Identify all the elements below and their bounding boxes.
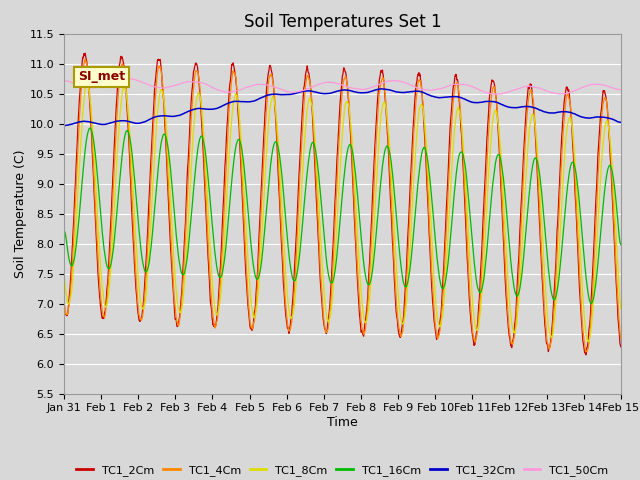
TC1_16Cm (359, 250, 367, 256)
Title: Soil Temperatures Set 1: Soil Temperatures Set 1 (244, 12, 441, 31)
TC1_2Cm (582, 352, 589, 358)
TC1_2Cm (584, 344, 591, 350)
TC1_4Cm (584, 346, 591, 352)
TC1_50Cm (359, 87, 367, 93)
Line: TC1_4Cm: TC1_4Cm (64, 59, 621, 352)
TC1_8Cm (568, 121, 575, 127)
TC1_4Cm (359, 327, 367, 333)
TC1_32Cm (584, 115, 591, 121)
Line: TC1_8Cm: TC1_8Cm (64, 84, 621, 342)
TC1_8Cm (585, 339, 593, 345)
TC1_16Cm (60, 228, 68, 233)
Text: SI_met: SI_met (78, 71, 125, 84)
TC1_32Cm (377, 86, 385, 92)
TC1_16Cm (371, 247, 379, 252)
TC1_2Cm (371, 145, 379, 151)
TC1_50Cm (216, 87, 223, 93)
Line: TC1_16Cm: TC1_16Cm (64, 128, 621, 303)
TC1_32Cm (617, 120, 625, 125)
TC1_4Cm (504, 316, 512, 322)
TC1_2Cm (617, 344, 625, 350)
TC1_8Cm (60, 276, 68, 281)
TC1_32Cm (505, 104, 513, 110)
TC1_32Cm (359, 90, 367, 96)
TC1_2Cm (568, 123, 575, 129)
TC1_16Cm (86, 125, 94, 131)
TC1_2Cm (504, 325, 512, 331)
Line: TC1_2Cm: TC1_2Cm (64, 53, 621, 355)
TC1_4Cm (81, 56, 89, 62)
TC1_2Cm (216, 278, 223, 284)
TC1_8Cm (504, 282, 512, 288)
TC1_16Cm (216, 274, 223, 280)
TC1_32Cm (216, 105, 223, 110)
TC1_4Cm (60, 300, 68, 306)
X-axis label: Time: Time (327, 416, 358, 429)
TC1_32Cm (371, 87, 379, 93)
TC1_50Cm (122, 76, 130, 82)
TC1_50Cm (371, 84, 379, 89)
TC1_8Cm (371, 211, 379, 217)
TC1_16Cm (588, 300, 595, 306)
TC1_2Cm (359, 330, 367, 336)
TC1_32Cm (60, 122, 68, 128)
TC1_50Cm (617, 87, 625, 93)
TC1_8Cm (83, 81, 90, 87)
TC1_32Cm (568, 110, 576, 116)
TC1_32Cm (60, 123, 68, 129)
TC1_2Cm (60, 307, 68, 312)
TC1_16Cm (584, 285, 591, 290)
TC1_50Cm (584, 83, 591, 88)
TC1_16Cm (504, 230, 512, 236)
TC1_4Cm (371, 167, 379, 172)
Line: TC1_32Cm: TC1_32Cm (64, 89, 621, 126)
TC1_16Cm (617, 242, 625, 248)
Line: TC1_50Cm: TC1_50Cm (64, 79, 621, 94)
TC1_8Cm (617, 306, 625, 312)
TC1_4Cm (216, 292, 223, 298)
TC1_50Cm (492, 91, 499, 97)
TC1_50Cm (60, 78, 68, 84)
TC1_8Cm (584, 336, 591, 342)
TC1_50Cm (505, 89, 513, 95)
TC1_4Cm (617, 336, 625, 342)
TC1_4Cm (582, 349, 589, 355)
TC1_16Cm (568, 160, 575, 166)
TC1_50Cm (568, 89, 576, 95)
TC1_8Cm (216, 302, 223, 308)
Legend: TC1_2Cm, TC1_4Cm, TC1_8Cm, TC1_16Cm, TC1_32Cm, TC1_50Cm: TC1_2Cm, TC1_4Cm, TC1_8Cm, TC1_16Cm, TC1… (72, 460, 613, 480)
Y-axis label: Soil Temperature (C): Soil Temperature (C) (14, 149, 27, 278)
TC1_8Cm (359, 305, 367, 311)
TC1_2Cm (81, 50, 89, 56)
TC1_4Cm (568, 118, 575, 123)
